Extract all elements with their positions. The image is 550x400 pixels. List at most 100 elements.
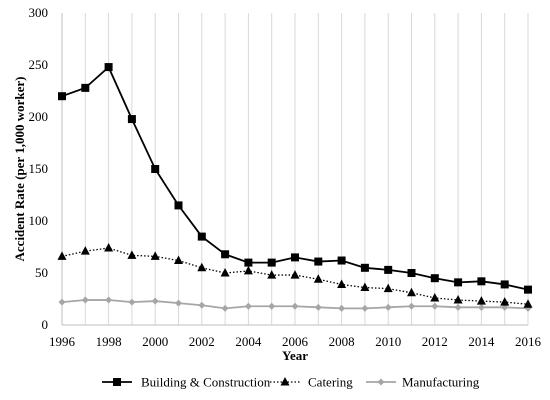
data-point-catering — [476, 296, 486, 305]
data-point-catering — [360, 282, 370, 292]
legend-item-manufacturing: Manufacturing — [366, 375, 480, 390]
data-point-building-construction — [454, 278, 463, 287]
data-point-manufacturing — [58, 298, 66, 306]
x-tick-label: 1998 — [96, 334, 122, 349]
data-point-building-construction — [360, 263, 369, 272]
x-tick-label: 2004 — [235, 334, 262, 349]
data-point-building-construction — [151, 165, 160, 173]
x-tick-label: 2006 — [282, 334, 309, 349]
data-point-manufacturing — [268, 302, 276, 310]
data-point-building-construction — [197, 232, 206, 241]
data-point-building-construction — [244, 258, 253, 267]
data-point-building-construction — [477, 277, 486, 286]
data-point-manufacturing — [198, 301, 206, 309]
x-axis-title: Year — [282, 348, 308, 363]
data-point-manufacturing — [81, 296, 89, 304]
data-point-catering — [337, 279, 347, 288]
legend-label: Building & Construction — [141, 375, 271, 390]
data-point-manufacturing — [408, 302, 415, 310]
data-point-catering — [407, 287, 416, 297]
data-point-manufacturing — [151, 297, 159, 305]
legend-item-catering: Catering — [270, 375, 353, 390]
data-point-catering — [243, 265, 253, 275]
legend-label: Catering — [308, 375, 353, 390]
data-point-manufacturing — [105, 296, 113, 304]
series-building-construction — [58, 63, 532, 294]
x-tick-label: 1996 — [49, 334, 76, 349]
data-point-manufacturing — [431, 302, 439, 310]
x-tick-label: 2008 — [329, 334, 355, 349]
y-tick-label: 100 — [29, 213, 49, 228]
data-point-catering — [430, 292, 440, 302]
x-tick-label: 2014 — [468, 334, 495, 349]
data-point-catering — [220, 268, 230, 277]
data-point-building-construction — [127, 115, 136, 124]
data-point-building-construction — [221, 250, 230, 259]
data-point-building-construction — [407, 269, 416, 277]
x-tick-label: 2016 — [515, 334, 542, 349]
x-tick-label: 2010 — [375, 334, 401, 349]
data-point-catering — [174, 255, 183, 265]
series-manufacturing — [58, 296, 532, 312]
data-point-catering — [453, 295, 463, 304]
data-point-manufacturing — [338, 304, 346, 312]
data-point-building-construction — [314, 257, 323, 266]
legend-marker — [280, 377, 290, 386]
data-point-manufacturing — [175, 299, 182, 307]
tick-labels: 0 50 100 150 200 250 300 1996 1998 2000 2002 2004 20… — [29, 5, 542, 349]
legend: Building & Construction Catering Manufactu… — [102, 375, 480, 390]
data-point-catering — [80, 246, 90, 255]
data-point-manufacturing — [128, 298, 136, 306]
y-tick-label: 0 — [42, 317, 49, 332]
series-layer — [57, 63, 533, 312]
data-point-catering — [290, 270, 300, 279]
x-tick-label: 2012 — [422, 334, 448, 349]
y-axis-title: Accident Rate (per 1,000 worker) — [12, 77, 27, 262]
data-point-catering — [383, 283, 393, 293]
data-point-building-construction — [384, 265, 393, 274]
gridlines — [61, 13, 529, 325]
legend-marker — [377, 378, 385, 386]
data-point-manufacturing — [361, 304, 369, 312]
data-point-building-construction — [291, 253, 299, 262]
data-point-manufacturing — [291, 302, 299, 310]
data-point-manufacturing — [314, 303, 322, 311]
data-point-building-construction — [81, 83, 90, 92]
data-point-manufacturing — [244, 302, 252, 310]
data-point-catering — [523, 299, 533, 308]
data-point-catering — [104, 243, 114, 252]
data-point-building-construction — [500, 280, 509, 289]
data-point-manufacturing — [221, 304, 229, 312]
y-tick-label: 50 — [35, 265, 48, 280]
data-point-catering — [127, 250, 137, 259]
legend-item-building-construction: Building & Construction — [102, 375, 271, 390]
series-catering — [57, 243, 533, 308]
data-point-building-construction — [174, 201, 183, 210]
y-tick-label: 200 — [29, 109, 49, 124]
data-point-catering — [313, 274, 323, 283]
data-point-building-construction — [524, 285, 532, 294]
data-point-manufacturing — [454, 303, 462, 311]
data-point-manufacturing — [477, 303, 485, 311]
data-point-catering — [500, 297, 510, 306]
y-tick-label: 150 — [29, 161, 49, 176]
data-point-building-construction — [267, 258, 276, 267]
axes — [61, 13, 528, 326]
data-point-manufacturing — [384, 303, 392, 311]
x-tick-label: 2000 — [142, 334, 168, 349]
data-point-building-construction — [104, 63, 113, 72]
data-point-catering — [150, 251, 160, 260]
data-point-building-construction — [430, 274, 439, 283]
x-tick-label: 2002 — [189, 334, 215, 349]
legend-label: Manufacturing — [402, 375, 480, 390]
y-tick-label: 250 — [29, 57, 49, 72]
legend-marker — [113, 378, 121, 386]
data-point-catering — [197, 262, 207, 272]
y-tick-label: 300 — [29, 5, 49, 20]
data-point-building-construction — [58, 92, 66, 101]
data-point-catering — [57, 251, 67, 260]
data-point-catering — [267, 270, 277, 279]
data-point-building-construction — [337, 256, 346, 265]
